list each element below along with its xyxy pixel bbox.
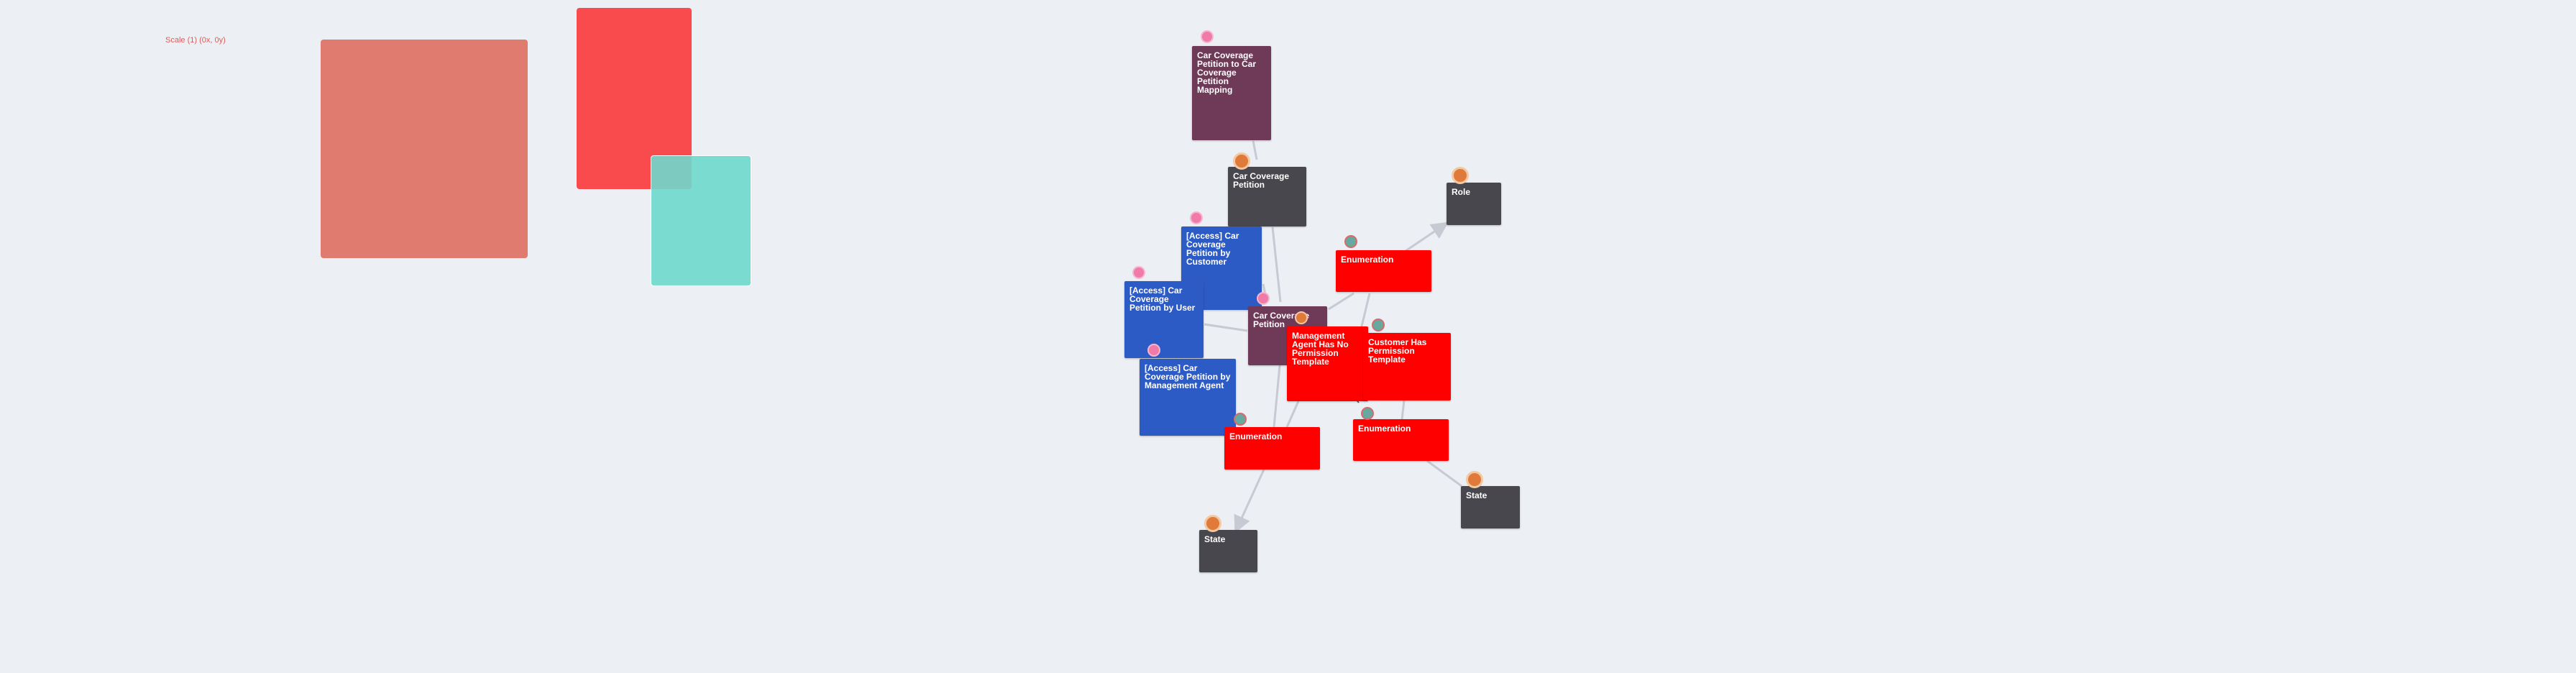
- node-access-user[interactable]: [Access] Car Coverage Petition by User: [1124, 281, 1204, 358]
- node-access-management-label: [Access] Car Coverage Petition by Manage…: [1145, 363, 1231, 390]
- avatar-icon: [1233, 152, 1250, 170]
- node-state-right[interactable]: State: [1461, 486, 1520, 528]
- node-mapping-label: Car Coverage Petition to Car Coverage Pe…: [1197, 50, 1257, 95]
- node-customer-template-label: Customer Has Permission Template: [1368, 337, 1427, 365]
- node-management-agent-template[interactable]: Management Agent Has No Permission Templ…: [1287, 326, 1368, 401]
- edge-customer-to-enum-br: [1401, 400, 1406, 420]
- node-access-customer[interactable]: [Access] Car Coverage Petition by Custom…: [1181, 226, 1262, 310]
- edge-enum-bl-to-state-left: [1234, 469, 1265, 534]
- node-petition-top-label: Car Coverage Petition: [1233, 171, 1290, 190]
- node-enumeration-bottom-right[interactable]: Enumeration: [1353, 419, 1449, 461]
- avatar-icon: [1190, 211, 1203, 224]
- avatar-icon: [1295, 311, 1308, 324]
- node-mapping[interactable]: Car Coverage Petition to Car Coverage Pe…: [1192, 46, 1271, 140]
- node-access-management[interactable]: [Access] Car Coverage Petition by Manage…: [1140, 359, 1236, 436]
- avatar-icon: [1452, 167, 1469, 184]
- edge-center-to-enum-bl: [1273, 365, 1281, 428]
- node-enumeration-bottom-left[interactable]: Enumeration: [1224, 427, 1320, 470]
- scale-label: Scale (1) (0x, 0y): [165, 36, 226, 45]
- edge-petition-to-center: [1271, 226, 1282, 303]
- teal-region[interactable]: [651, 155, 751, 286]
- node-management-agent-template-label: Management Agent Has No Permission Templ…: [1292, 331, 1349, 367]
- node-role[interactable]: Role: [1447, 183, 1501, 225]
- avatar-icon: [1201, 30, 1214, 43]
- avatar-icon: [1344, 235, 1357, 248]
- node-customer-template[interactable]: Customer Has Permission Template: [1363, 333, 1451, 400]
- edge-mapping-to-petition: [1252, 140, 1258, 160]
- avatar-icon: [1466, 471, 1483, 488]
- node-enumeration-right-label: Enumeration: [1341, 255, 1394, 265]
- edge-access-user-to-center: [1204, 323, 1248, 332]
- node-enumeration-bottom-left-label: Enumeration: [1229, 431, 1283, 441]
- salmon-region[interactable]: [321, 40, 528, 258]
- avatar-icon: [1204, 515, 1221, 532]
- node-access-customer-label: [Access] Car Coverage Petition by Custom…: [1186, 231, 1239, 267]
- edge-center-to-enum-right: [1328, 292, 1355, 311]
- avatar-icon: [1147, 344, 1160, 357]
- node-petition-top[interactable]: Car Coverage Petition: [1228, 167, 1306, 226]
- node-role-label: Role: [1452, 187, 1471, 197]
- avatar-icon: [1372, 319, 1385, 331]
- node-state-right-label: State: [1466, 490, 1488, 500]
- edge-customer-to-enum-right: [1359, 293, 1371, 333]
- edge-enum-right-to-role: [1405, 221, 1449, 252]
- avatar-icon: [1257, 292, 1270, 305]
- edge-management-to-enum-bl: [1285, 400, 1300, 428]
- node-access-user-label: [Access] Car Coverage Petition by User: [1129, 285, 1196, 313]
- node-state-left[interactable]: State: [1199, 530, 1257, 572]
- edge-enum-br-to-state-right: [1426, 459, 1462, 487]
- node-enumeration-bottom-right-label: Enumeration: [1358, 424, 1411, 434]
- avatar-icon: [1132, 266, 1145, 279]
- node-enumeration-right[interactable]: Enumeration: [1336, 250, 1431, 292]
- node-state-left-label: State: [1204, 534, 1226, 544]
- avatar-icon: [1361, 407, 1374, 420]
- avatar-icon: [1234, 413, 1247, 426]
